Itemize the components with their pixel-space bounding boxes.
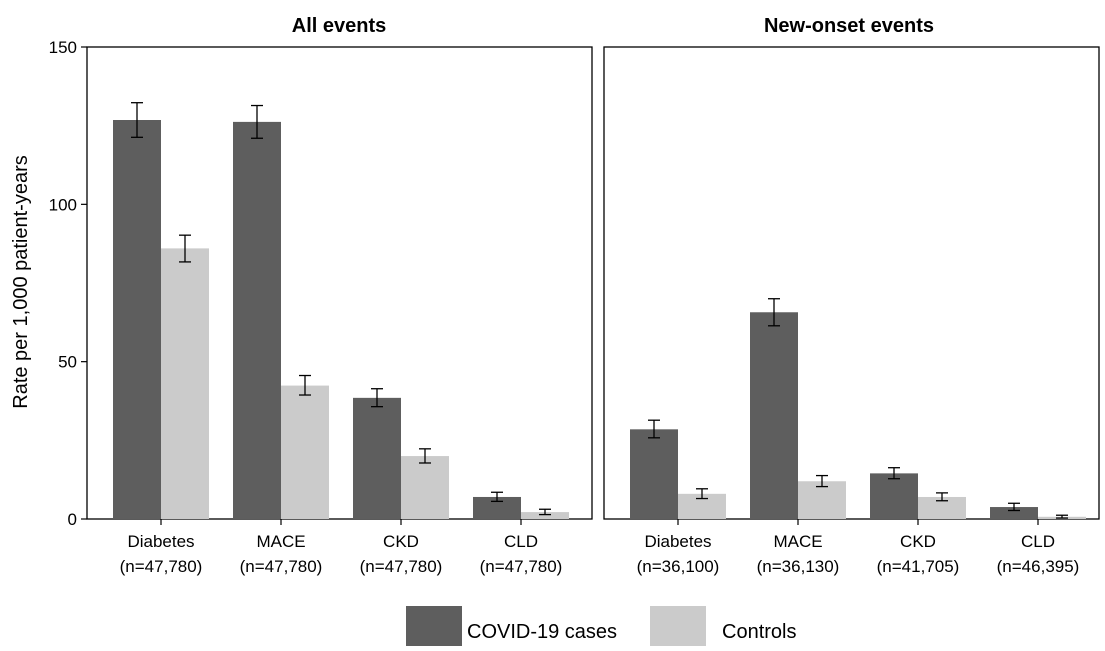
category-n-label-all-events-diabetes: (n=47,780) (120, 557, 203, 576)
bar-all-events-mace-control (281, 385, 329, 519)
bar-new-onset-events-mace-covid (750, 312, 798, 519)
y-tick-label-0: 0 (68, 510, 77, 529)
category-label-all-events-diabetes: Diabetes (127, 532, 194, 551)
panel-title-all-events: All events (292, 15, 386, 37)
category-label-all-events-mace: MACE (256, 532, 305, 551)
bar-new-onset-events-mace-control (798, 481, 846, 519)
category-label-new-onset-events-diabetes: Diabetes (644, 532, 711, 551)
category-label-all-events-ckd: CKD (383, 532, 419, 551)
y-axis-title: Rate per 1,000 patient-years (10, 155, 32, 409)
category-n-label-all-events-cld: (n=47,780) (480, 557, 563, 576)
bar-all-events-diabetes-covid (113, 120, 161, 519)
legend-label-controls: Controls (722, 621, 796, 643)
category-n-label-all-events-ckd: (n=47,780) (360, 557, 443, 576)
legend-swatch-covid-cases (406, 606, 462, 646)
legend-label-covid-cases: COVID-19 cases (467, 621, 617, 643)
bar-new-onset-events-diabetes-covid (630, 429, 678, 519)
bar-all-events-cld-control (521, 512, 569, 519)
bar-all-events-cld-covid (473, 496, 521, 519)
category-n-label-new-onset-events-cld: (n=46,395) (997, 557, 1080, 576)
panel-title-new-onset-events: New-onset events (764, 15, 934, 37)
bar-all-events-ckd-control (401, 456, 449, 519)
panel-frame-all-events (86, 46, 593, 520)
category-n-label-new-onset-events-mace: (n=36,130) (757, 557, 840, 576)
legend: COVID-19 cases Controls (406, 606, 796, 646)
bar-new-onset-events-ckd-covid (870, 473, 918, 519)
y-tick-label-100: 100 (49, 195, 77, 214)
legend-swatch-controls (650, 606, 706, 646)
y-tick-label-150: 150 (49, 38, 77, 57)
category-label-new-onset-events-cld: CLD (1021, 532, 1055, 551)
category-n-label-new-onset-events-ckd: (n=41,705) (877, 557, 960, 576)
panels-layer: 0 50 100 150 Diabetes (n=47,780) MACE (n=47,780… (49, 38, 1100, 576)
category-label-new-onset-events-ckd: CKD (900, 532, 936, 551)
bar-all-events-mace-covid (233, 121, 281, 520)
category-n-label-all-events-mace: (n=47,780) (240, 557, 323, 576)
panel-frame-new-onset-events (603, 46, 1100, 520)
category-label-all-events-cld: CLD (504, 532, 538, 551)
bar-all-events-diabetes-control (161, 248, 209, 520)
category-n-label-new-onset-events-diabetes: (n=36,100) (637, 557, 720, 576)
bar-all-events-ckd-covid (353, 397, 401, 519)
bar-new-onset-events-cld-covid (990, 507, 1038, 519)
y-tick-label-50: 50 (58, 353, 77, 372)
category-label-new-onset-events-mace: MACE (773, 532, 822, 551)
bar-new-onset-events-ckd-control (918, 496, 966, 519)
